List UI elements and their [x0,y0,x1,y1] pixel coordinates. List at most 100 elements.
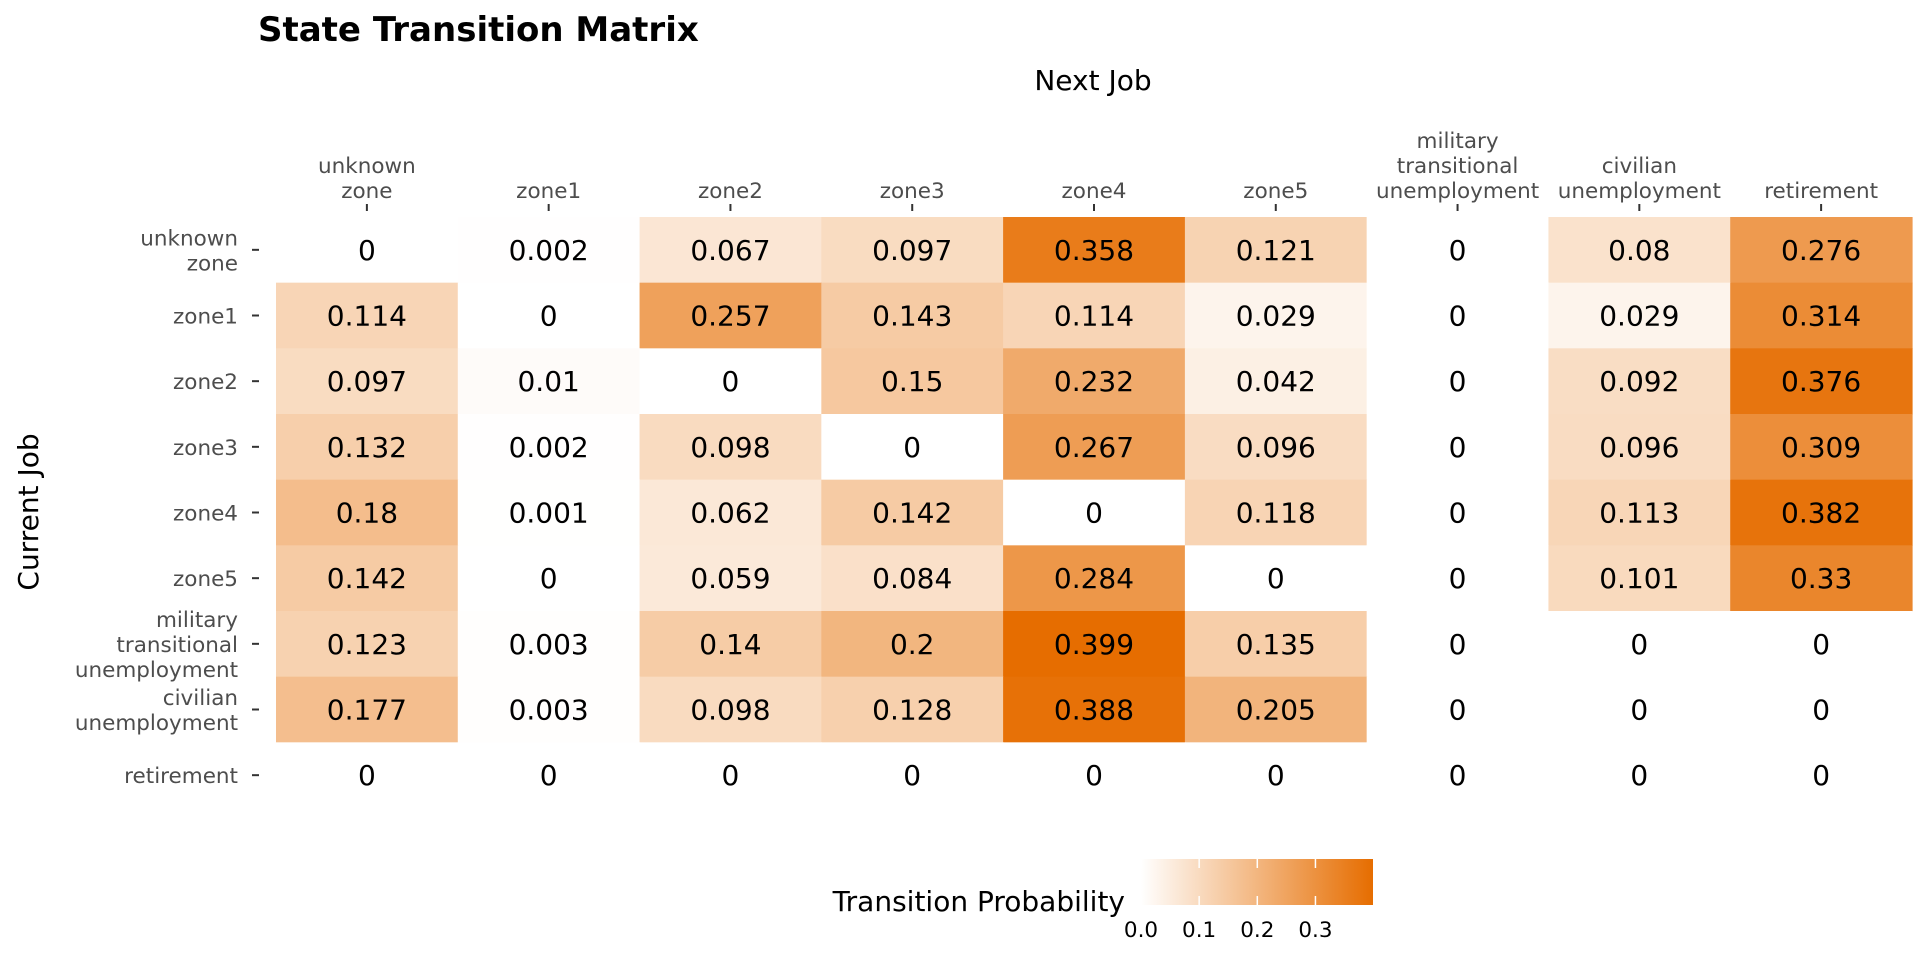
heatmap-cell [1730,479,1913,546]
cell-value-label: 0.399 [1054,628,1134,661]
cell-value-label: 0 [722,759,740,792]
heatmap-cell [457,545,641,612]
heatmap-cell [276,742,459,809]
heatmap-cell [1548,414,1731,481]
cell-value-label: 0.232 [1054,365,1134,398]
cell-value-label: 0 [1449,300,1467,333]
heatmap-cell [276,217,459,284]
heatmap-cell [276,348,459,415]
cell-value-label: 0.123 [327,628,407,661]
cell-value-label: 0.15 [881,365,943,398]
heatmap-cell [1730,676,1913,743]
heatmap-cells [276,217,1913,809]
cell-value-label: 0 [1085,497,1103,530]
heatmap-cell [1548,479,1731,546]
x-tick-label-zone3: zone3 [880,179,945,204]
cell-value-label: 0.08 [1608,234,1670,267]
cell-value-label: 0.257 [690,300,770,333]
heatmap-cell [457,479,641,546]
cell-value-label: 0.358 [1054,234,1134,267]
y-axis-ticks: unknown zone zone1 zone2 zone3 zone4 zone5 mili… [75,226,259,789]
heatmap-cell [639,676,822,743]
cell-value-label: 0.002 [509,431,589,464]
chart-title: State Transition Matrix [258,10,699,50]
heatmap-cell [1366,545,1550,612]
y-tick-label-military-transitional-unemployment: military transitional unemployment [75,608,238,683]
legend-tick-label: 0.1 [1182,918,1216,943]
cell-value-label: 0.101 [1599,562,1679,595]
heatmap-cell [639,742,822,809]
y-tick-label-zone1: zone1 [173,305,238,330]
cell-value-label: 0.001 [509,497,589,530]
heatmap-cell [1003,282,1186,349]
x-tick-label-military-transitional-unemployment: military transitional unemployment [1376,129,1539,204]
heatmap-cell [1548,676,1731,743]
cell-value-label: 0 [1085,759,1103,792]
heatmap-cell [1730,282,1913,349]
heatmap-cell [821,348,1004,415]
heatmap-cell [1548,742,1731,809]
cell-value-label: 0.177 [327,694,407,727]
heatmap-cell [1003,348,1186,415]
y-tick-label-retirement: retirement [124,764,238,789]
heatmap-cell [1730,742,1913,809]
cell-value-label: 0 [722,365,740,398]
x-tick-label-civilian-unemployment: civilian unemployment [1558,154,1721,204]
heatmap-cell [457,676,641,743]
cell-value-label: 0.098 [690,694,770,727]
heatmap-cell [1548,282,1731,349]
cell-value-label: 0.114 [327,300,407,333]
heatmap-cell [1366,282,1550,349]
cell-value-label: 0.097 [872,234,952,267]
heatmap-cell [1184,414,1368,481]
heatmap-cell [1730,545,1913,612]
heatmap-cell [276,676,459,743]
heatmap-cell [1003,414,1186,481]
cell-value-label: 0 [358,234,376,267]
cell-value-label: 0.114 [1054,300,1134,333]
cell-value-label: 0 [903,759,921,792]
heatmap-cell [1003,545,1186,612]
cell-value-label: 0.205 [1236,694,1316,727]
heatmap-cell [821,217,1004,284]
y-tick-label-unknown-zone: unknown zone [140,226,238,276]
heatmap-cell [1548,217,1731,284]
heatmap-cell [1003,611,1186,678]
legend-tick-label: 0.0 [1124,918,1158,943]
heatmap-cell-labels: 0 0.002 0.067 0.097 0.358 0.121 0 0.08 0.276 0.11… [327,234,1861,792]
y-tick-label-civilian-unemployment: civilian unemployment [75,686,238,736]
cell-value-label: 0.01 [517,365,579,398]
cell-value-label: 0.067 [690,234,770,267]
x-tick-label-zone4: zone4 [1062,179,1127,204]
heatmap-cell [1184,479,1368,546]
x-axis-title: Next Job [1034,64,1151,97]
cell-value-label: 0.2 [890,628,935,661]
cell-value-label: 0.042 [1236,365,1316,398]
legend-tick-label: 0.3 [1298,918,1332,943]
heatmap-cell [1548,545,1731,612]
cell-value-label: 0 [1449,431,1467,464]
cell-value-label: 0 [358,759,376,792]
heatmap-cell [1730,217,1913,284]
heatmap-cell [639,348,822,415]
cell-value-label: 0 [1449,759,1467,792]
heatmap-cell [639,217,822,284]
heatmap-cell [639,611,822,678]
heatmap-cell [1184,282,1368,349]
heatmap-cell [1003,479,1186,546]
heatmap-cell [1184,742,1368,809]
cell-value-label: 0 [1449,497,1467,530]
cell-value-label: 0.098 [690,431,770,464]
x-tick-label-zone2: zone2 [698,179,763,204]
y-tick-label-zone5: zone5 [173,567,238,592]
cell-value-label: 0 [1630,694,1648,727]
heatmap-cell [821,479,1004,546]
cell-value-label: 0 [1812,759,1830,792]
cell-value-label: 0.084 [872,562,952,595]
cell-value-label: 0 [1449,234,1467,267]
heatmap-cell [1366,217,1550,284]
cell-value-label: 0 [540,562,558,595]
y-tick-label-zone4: zone4 [173,502,238,527]
cell-value-label: 0.267 [1054,431,1134,464]
cell-value-label: 0 [1449,694,1467,727]
